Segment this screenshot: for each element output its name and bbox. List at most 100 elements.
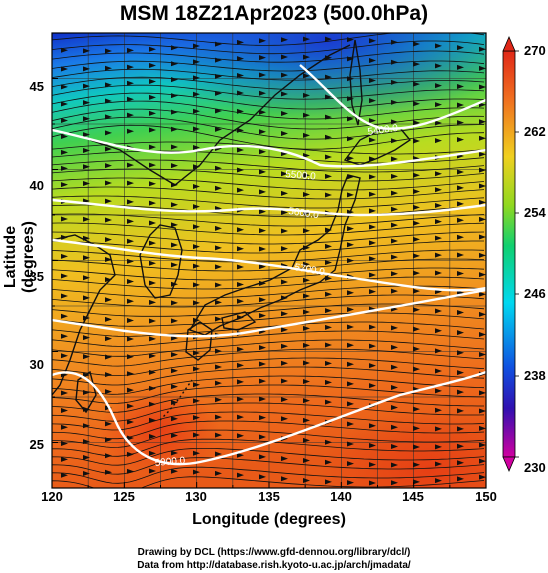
- wind-arrow: [105, 48, 112, 54]
- wind-arrow: [391, 138, 398, 144]
- wind-arrow: [479, 291, 486, 297]
- wind-arrow: [149, 318, 156, 324]
- wind-arrow: [435, 203, 442, 209]
- x-tick-label: 150: [475, 489, 497, 504]
- wind-arrow: [369, 462, 376, 468]
- wind-arrow: [193, 43, 200, 49]
- wind-arrow: [281, 37, 288, 43]
- wind-arrow: [259, 313, 266, 319]
- wind-arrow: [83, 83, 90, 89]
- wind-arrow: [413, 479, 420, 485]
- wind-arrow: [127, 64, 134, 70]
- streamline: [52, 186, 485, 200]
- wind-arrow: [61, 134, 68, 140]
- streamline: [52, 204, 485, 218]
- wind-arrow: [259, 38, 266, 44]
- wind-arrow: [479, 408, 486, 414]
- wind-arrow: [127, 419, 134, 425]
- wind-arrow: [237, 127, 244, 133]
- wind-arrow: [127, 47, 134, 53]
- wind-arrow: [215, 108, 222, 114]
- wind-arrow: [325, 324, 332, 330]
- wind-arrow: [171, 262, 178, 268]
- wind-arrow: [61, 165, 68, 171]
- wind-arrow: [325, 94, 332, 100]
- wind-arrow: [127, 258, 134, 264]
- wind-arrow: [105, 469, 112, 475]
- wind-arrow: [237, 56, 244, 62]
- wind-arrow: [281, 476, 288, 482]
- coast-hokkaido: [343, 127, 412, 166]
- y-tick-label: 25: [29, 437, 44, 452]
- contour-label-5900: 5900.0: [154, 455, 186, 469]
- map-plot-area: 5400.0 5500.0 5600.0 5700.0 5900.0: [52, 33, 486, 488]
- wind-arrow: [83, 275, 90, 281]
- wind-arrow: [259, 345, 266, 351]
- wind-arrow: [303, 360, 310, 366]
- colorbar-tick-label: 238: [524, 368, 546, 383]
- wind-arrow: [61, 333, 68, 339]
- wind-arrow: [457, 476, 464, 482]
- wind-arrow: [435, 461, 442, 467]
- wind-arrow: [215, 364, 222, 370]
- wind-arrow: [61, 313, 68, 319]
- wind-arrow: [215, 432, 222, 438]
- wind-arrow: [413, 61, 420, 67]
- contour-5400: [299, 64, 486, 130]
- wind-arrow: [61, 424, 68, 430]
- wind-arrow: [127, 354, 134, 360]
- wind-arrow: [457, 137, 464, 143]
- chart-title: MSM 18Z21Apr2023 (500.0hPa): [119, 2, 429, 25]
- wind-arrow: [435, 219, 442, 225]
- wind-arrow: [281, 228, 288, 234]
- wind-arrow: [281, 378, 288, 384]
- wind-arrow: [171, 399, 178, 405]
- wind-arrow: [259, 378, 266, 384]
- wind-arrow: [83, 66, 90, 72]
- wind-arrow: [413, 346, 420, 352]
- wind-arrow: [105, 237, 112, 243]
- wind-arrow: [83, 132, 90, 138]
- streamline: [52, 384, 485, 404]
- wind-arrow: [479, 199, 486, 205]
- wind-arrows: [61, 36, 486, 486]
- axis-tick-marks: [51, 32, 487, 489]
- wind-arrow: [171, 242, 178, 248]
- wind-arrow: [237, 472, 244, 478]
- wind-arrow: [61, 440, 68, 446]
- wind-arrow: [259, 209, 266, 215]
- wind-arrow: [479, 390, 486, 396]
- wind-arrow: [457, 370, 464, 376]
- y-axis-label: Latitude (degrees): [2, 220, 37, 294]
- wind-arrow: [105, 421, 112, 427]
- wind-arrow: [303, 152, 310, 158]
- wind-arrow: [347, 480, 354, 486]
- wind-arrow: [413, 204, 420, 210]
- colorbar-tick-label: 270: [524, 43, 546, 58]
- wind-arrow: [303, 277, 310, 283]
- wind-arrow: [149, 144, 156, 150]
- streamline: [52, 50, 485, 63]
- wind-arrow: [127, 80, 134, 86]
- wind-arrow: [215, 126, 222, 132]
- wind-arrow: [391, 462, 398, 468]
- wind-arrow: [369, 324, 376, 330]
- streamline: [52, 267, 485, 281]
- wind-arrow: [325, 74, 332, 80]
- wind-arrow: [171, 318, 178, 324]
- wind-arrow: [413, 101, 420, 107]
- wind-arrow: [479, 151, 486, 157]
- wind-arrow: [303, 398, 310, 404]
- wind-arrow: [413, 406, 420, 412]
- wind-arrow: [391, 405, 398, 411]
- wind-arrow: [281, 130, 288, 136]
- wind-arrow: [83, 439, 90, 445]
- wind-arrow: [347, 324, 354, 330]
- contour-label-5500: 5500.0: [285, 169, 317, 183]
- wind-arrow: [237, 167, 244, 173]
- contour-label-5700: 5700.0: [293, 262, 325, 278]
- wind-arrow: [391, 271, 398, 277]
- wind-arrow: [325, 114, 332, 120]
- wind-arrow: [347, 290, 354, 296]
- wind-arrow: [171, 368, 178, 374]
